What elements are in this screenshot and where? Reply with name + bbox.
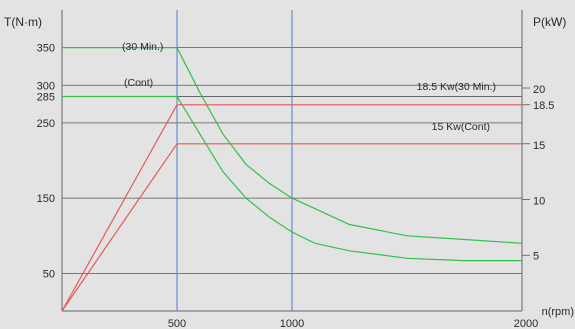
annotation-torque-30min: (30 Min.) xyxy=(122,41,163,53)
annotation-layer: (30 Min.) (Cont) 18.5 Kw(30 Min.) 15 Kw(… xyxy=(122,41,496,133)
series-layer xyxy=(61,47,523,312)
series-line-torque-1 xyxy=(62,95,522,262)
grid-layer xyxy=(61,10,530,312)
series-line-power-3 xyxy=(61,143,522,312)
annotation-power-cont: 15 Kw(Cont) xyxy=(432,121,490,133)
axis-layer: T(N·m) P(kW) n(rpm) xyxy=(4,15,574,318)
tick-label-torque-150: 150 xyxy=(37,193,55,205)
tick-label-torque-50: 50 xyxy=(43,268,55,280)
series-line-power-2 xyxy=(61,104,522,312)
annotation-torque-cont: (Cont) xyxy=(124,77,153,89)
tick-label-torque-285: 285 xyxy=(37,92,55,104)
annotation-power-30min: 18.5 Kw(30 Min.) xyxy=(417,81,496,93)
tick-label-torque-350: 350 xyxy=(37,43,55,55)
tick-label-power-5: 5 xyxy=(533,250,539,262)
tick-label-power-20: 20 xyxy=(533,84,545,96)
tick-label-speed-500: 500 xyxy=(168,318,186,329)
tick-label-power-10: 10 xyxy=(533,196,545,208)
tick-label-power-15: 15 xyxy=(533,140,545,152)
x-axis-title: n(rpm) xyxy=(542,306,574,318)
tick-label-torque-300: 300 xyxy=(37,80,55,92)
y-left-axis-title: T(N·m) xyxy=(4,15,42,29)
tick-label-speed-2000: 2000 xyxy=(514,318,538,329)
tick-label-torque-250: 250 xyxy=(37,118,55,130)
tick-label-speed-1000: 1000 xyxy=(280,318,304,329)
tick-label-power-18.5: 18.5 xyxy=(533,100,554,112)
y-right-axis-title: P(kW) xyxy=(533,15,566,29)
series-line-torque-0 xyxy=(62,47,523,244)
